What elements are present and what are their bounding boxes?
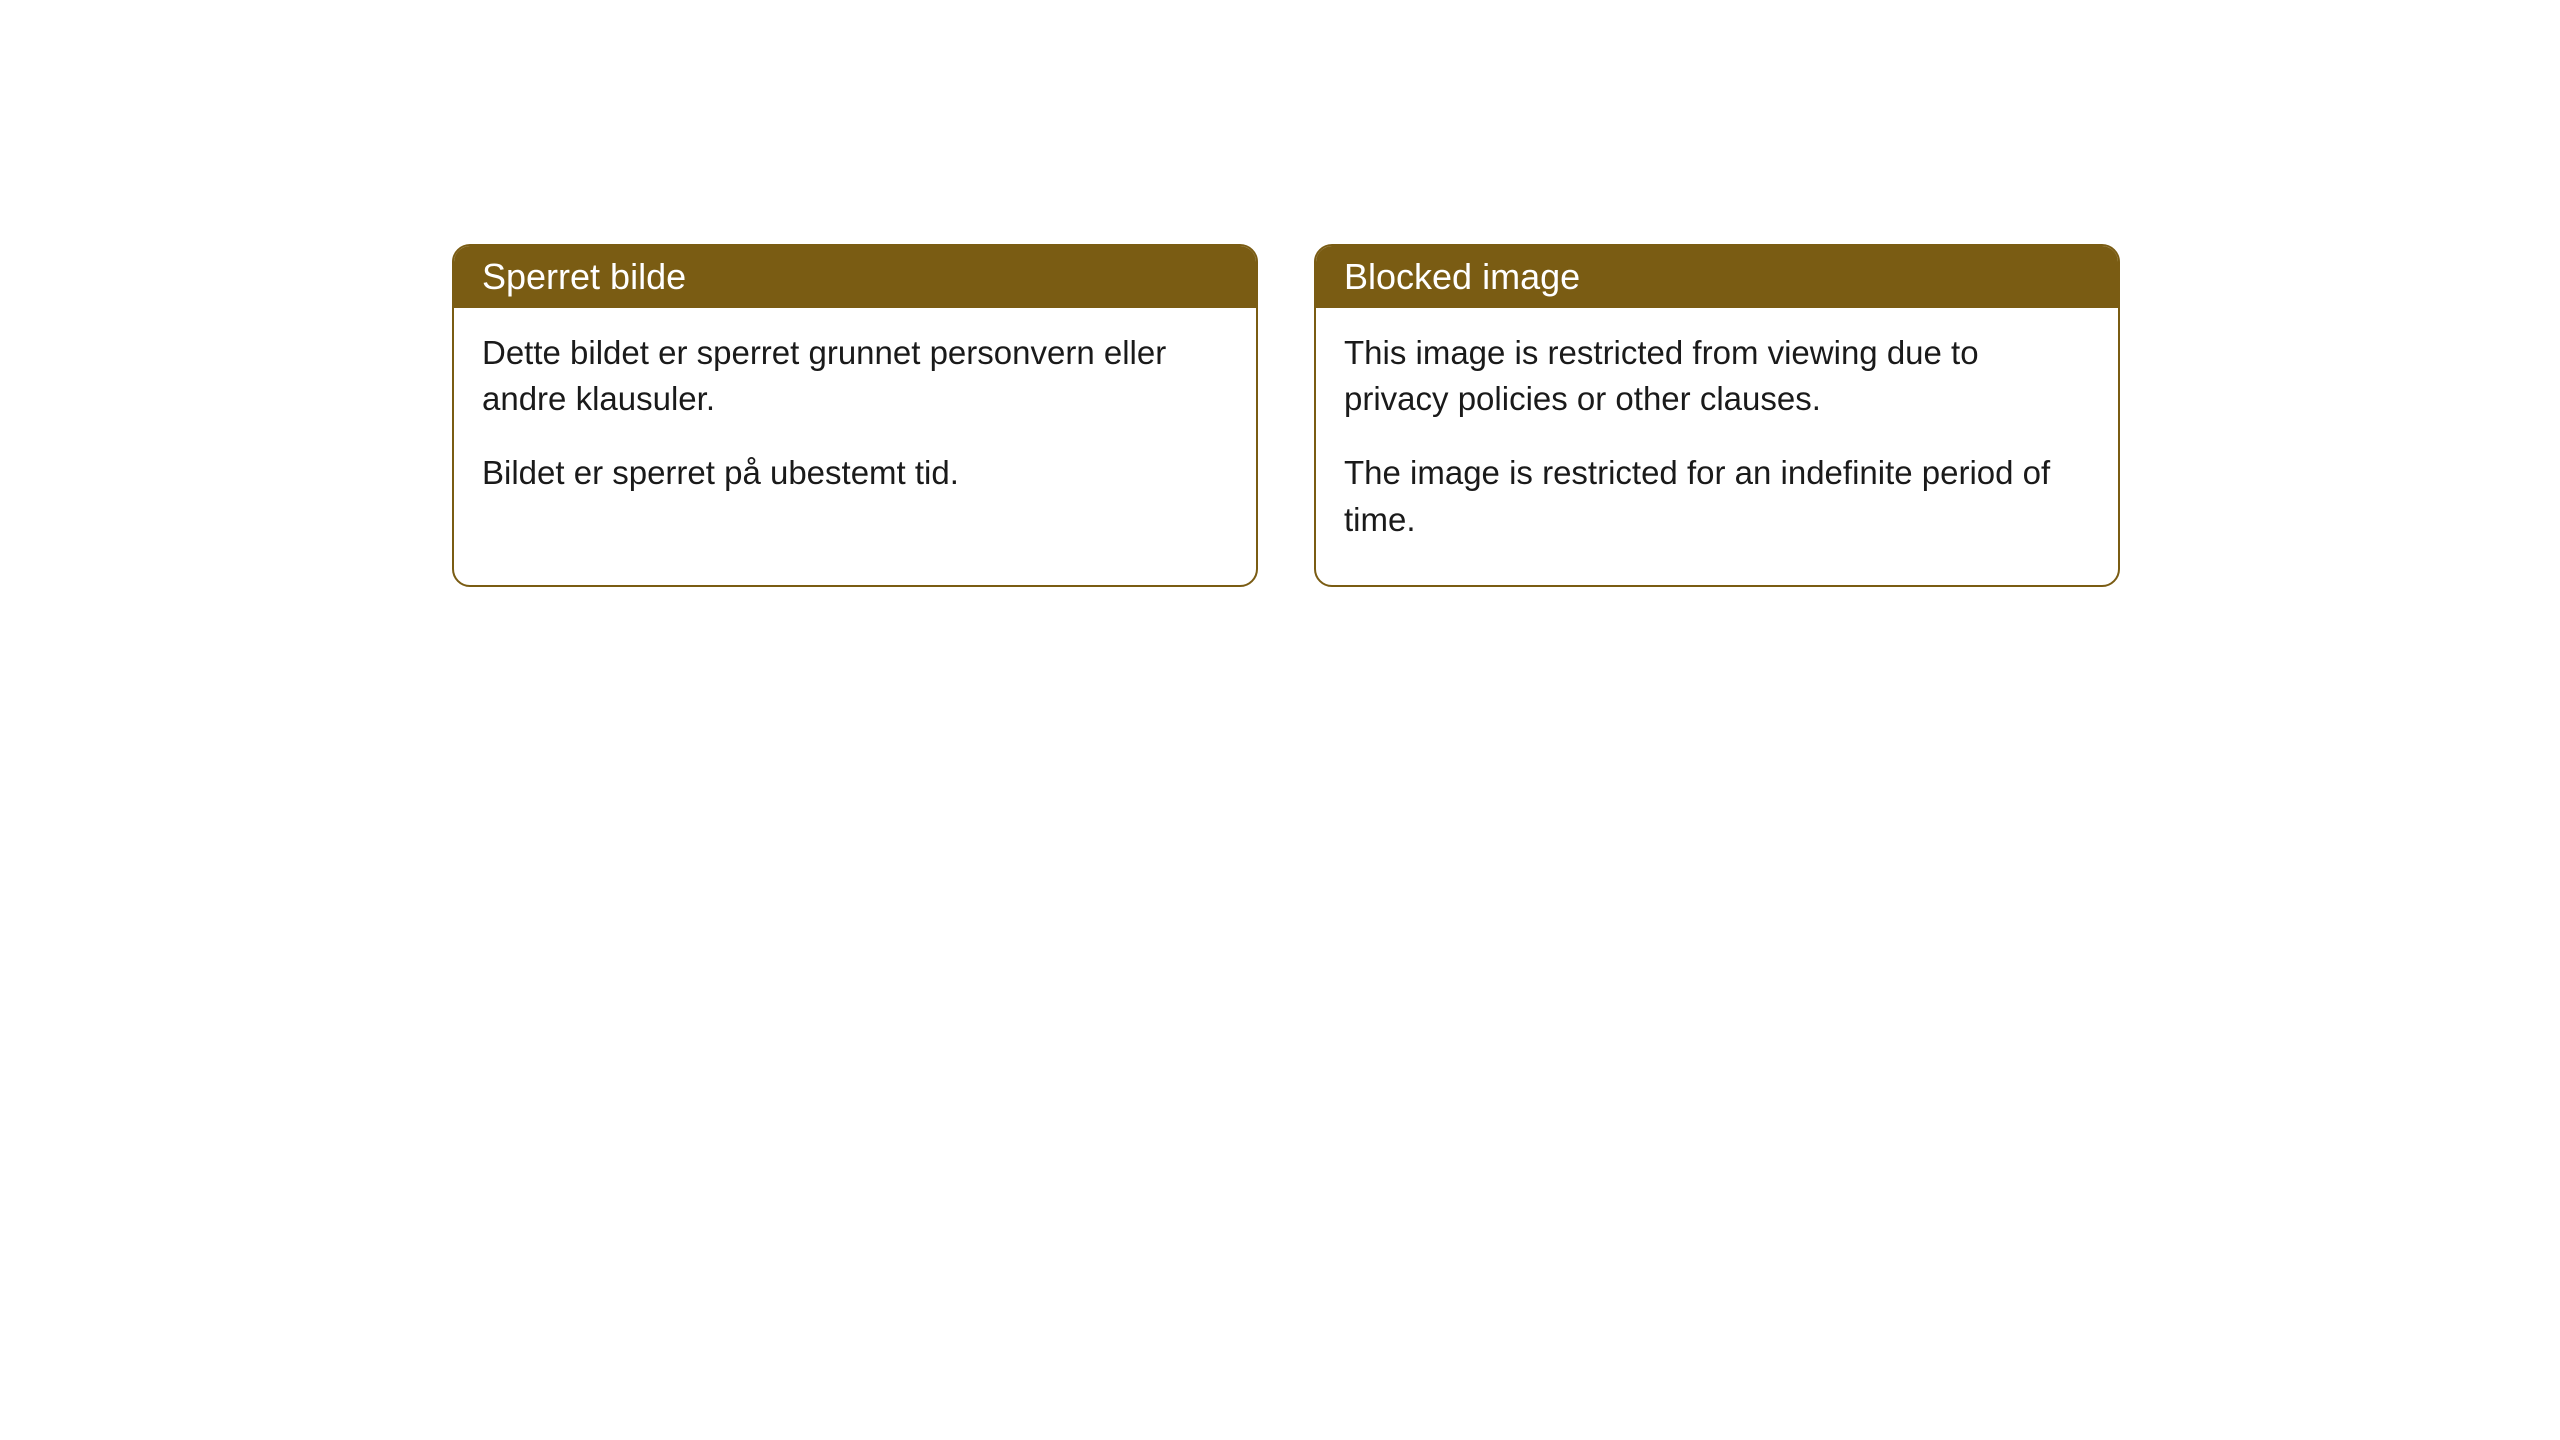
card-title: Sperret bilde (482, 256, 686, 297)
card-paragraph: The image is restricted for an indefinit… (1344, 450, 2090, 542)
card-body: This image is restricted from viewing du… (1316, 308, 2118, 585)
card-paragraph: Bildet er sperret på ubestemt tid. (482, 450, 1228, 496)
notice-card-norwegian: Sperret bilde Dette bildet er sperret gr… (452, 244, 1258, 587)
notice-cards-container: Sperret bilde Dette bildet er sperret gr… (452, 244, 2120, 587)
card-header: Sperret bilde (454, 246, 1256, 308)
card-body: Dette bildet er sperret grunnet personve… (454, 308, 1256, 539)
card-header: Blocked image (1316, 246, 2118, 308)
card-title: Blocked image (1344, 256, 1580, 297)
notice-card-english: Blocked image This image is restricted f… (1314, 244, 2120, 587)
card-paragraph: This image is restricted from viewing du… (1344, 330, 2090, 422)
card-paragraph: Dette bildet er sperret grunnet personve… (482, 330, 1228, 422)
